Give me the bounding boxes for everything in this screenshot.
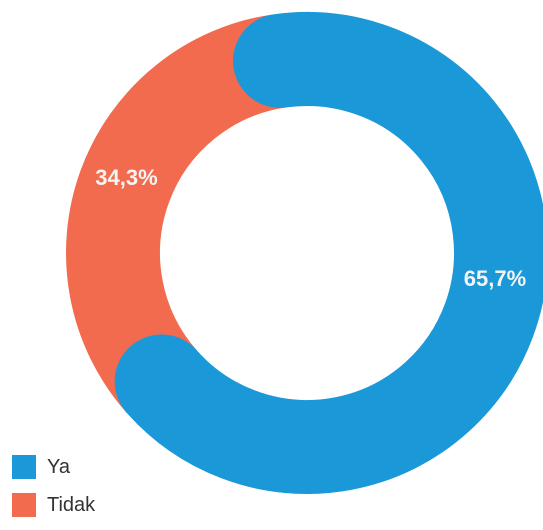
labels-layer: 65,7% 34,3% <box>95 165 526 291</box>
data-label-tidak: 34,3% <box>95 165 157 190</box>
chart-legend: Ya Tidak <box>12 454 95 530</box>
legend-swatch-tidak <box>12 493 36 517</box>
slice-tidak <box>66 14 288 413</box>
donut-chart: 65,7% 34,3% <box>66 12 543 494</box>
legend-swatch-ya <box>12 455 36 479</box>
slice-ya <box>114 12 543 494</box>
legend-item-ya: Ya <box>12 454 95 480</box>
slices-layer <box>66 12 543 494</box>
legend-label-ya: Ya <box>47 455 70 478</box>
legend-item-tidak: Tidak <box>12 492 95 518</box>
data-label-ya: 65,7% <box>464 266 526 291</box>
legend-label-tidak: Tidak <box>47 493 96 516</box>
